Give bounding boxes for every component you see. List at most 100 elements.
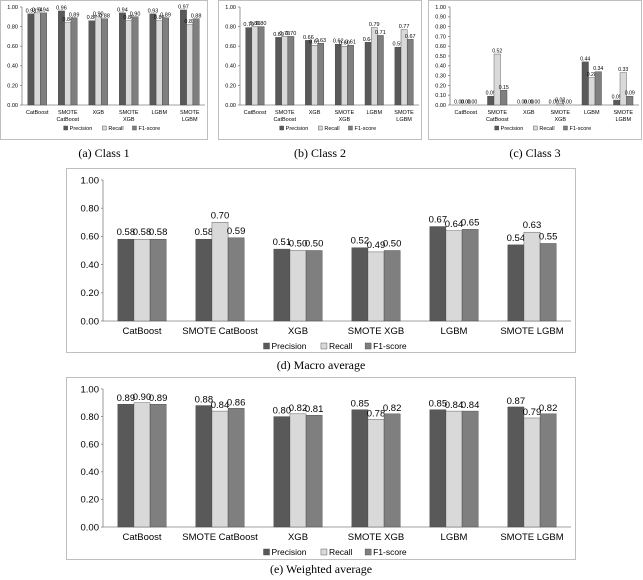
bar-recall [370, 27, 378, 106]
y-tick-label: 0.80 [435, 25, 446, 31]
y-tick-label: 0.60 [81, 232, 100, 243]
bar-recall [556, 102, 564, 106]
legend-swatch-recall [320, 342, 328, 350]
category-label: SMOTE [119, 110, 139, 116]
data-label: 0.00 [549, 100, 559, 106]
data-label: 0.85 [429, 399, 448, 410]
bar-f1-score [101, 18, 108, 106]
data-label: 0.87 [507, 396, 526, 407]
data-label: 0.64 [363, 37, 374, 43]
legend-label-f1-score: F1-score [138, 126, 160, 132]
category-label: CatBoost [26, 110, 49, 116]
class-2-chart: 0.000.200.400.600.801.000.790.800.80CatB… [218, 0, 422, 140]
legend-label-precision: Precision [272, 341, 307, 351]
bar-f1-score [70, 17, 78, 106]
bar-precision [581, 61, 589, 106]
data-label: 0.00 [454, 100, 464, 106]
bar-precision [394, 46, 402, 106]
data-label: 0.52 [492, 49, 502, 55]
y-tick-label: 0.00 [7, 103, 18, 109]
category-label: XGB [554, 117, 566, 123]
y-tick-label: 1.00 [225, 5, 236, 11]
data-label: 0.28 [587, 72, 597, 78]
bar-recall [445, 410, 463, 528]
bar-f1-score [40, 12, 47, 106]
data-label: 0.33 [618, 67, 628, 73]
bar-recall [493, 53, 501, 106]
data-label: 0.60 [339, 41, 350, 47]
data-label: 0.70 [279, 31, 290, 37]
data-label: 0.59 [227, 226, 246, 237]
data-label: 0.63 [523, 220, 542, 231]
bar-f1-score [539, 243, 557, 322]
bar-f1-score [377, 35, 384, 106]
y-tick-label: 0.40 [81, 467, 100, 478]
data-label: 0.80 [250, 21, 261, 27]
data-label: 0.77 [399, 24, 410, 30]
weighted-average-chart: 0.00 0.20 0.40 0.60 0.80 1.00 0.890.900.89 CatB… [66, 377, 576, 560]
data-label: 0.49 [367, 240, 386, 251]
data-label: 0.50 [289, 239, 308, 250]
bar-f1-score [461, 410, 479, 528]
bar-precision [273, 248, 291, 322]
data-label: 0.86 [154, 15, 165, 21]
bar-precision [119, 12, 126, 106]
data-label: 0.79 [369, 22, 380, 28]
category-label: LGBM [441, 326, 468, 337]
category-label: SMOTE [613, 110, 633, 116]
data-label: 0.02 [555, 98, 565, 104]
data-label: 0.05 [612, 95, 622, 101]
data-label: 0.84 [445, 400, 464, 411]
data-label: 0.00 [467, 100, 477, 106]
data-label: 0.58 [117, 227, 136, 238]
category-label: SMOTE [275, 110, 295, 116]
bar-f1-score [162, 17, 169, 106]
data-label: 0.00 [530, 100, 540, 106]
legend-label-f1-score: F1-score [373, 341, 407, 351]
legend-swatch-precision [63, 125, 68, 131]
data-label: 0.89 [117, 393, 136, 404]
legend-swatch-recall [320, 548, 328, 556]
bar-precision [507, 406, 525, 528]
category-label: LGBM [584, 110, 600, 116]
bar-precision [429, 226, 447, 322]
bar-recall [133, 239, 151, 322]
class-2-caption: (b) Class 2 [294, 146, 346, 160]
y-tick-label: 0.40 [225, 64, 236, 70]
bar-f1-score [305, 415, 323, 528]
legend-label-recall: Recall [324, 126, 339, 132]
bar-precision [58, 10, 65, 106]
data-label: 0.86 [227, 397, 246, 408]
legend-swatch-recall [102, 125, 107, 131]
y-tick-label: 0.50 [435, 54, 446, 60]
data-label: 0.67 [405, 34, 416, 40]
bar-f1-score [347, 45, 354, 106]
data-label: 0.34 [593, 66, 603, 72]
bar-recall [445, 230, 463, 322]
data-label: 0.61 [345, 40, 356, 46]
y-tick-label: 0.80 [81, 204, 100, 215]
bar-f1-score [383, 250, 401, 322]
bar-recall [341, 46, 348, 106]
category-label: XGB [339, 117, 351, 123]
bar-precision [507, 244, 525, 322]
y-tick-label: 0.00 [81, 316, 100, 327]
macro-average-chart: 0.000.200.400.600.801.000.580.580.58CatB… [66, 168, 576, 353]
legend-swatch-precision [263, 548, 270, 556]
y-tick-label: 0.80 [225, 25, 236, 31]
data-label: 0.89 [160, 12, 171, 18]
legend-swatch-f1-score [563, 125, 568, 131]
category-label: SMOTE LGBM [500, 532, 563, 543]
bar-recall [523, 231, 541, 322]
legend-swatch-f1-score [364, 548, 372, 556]
class-3-chart: 0.00 0.10 0.20 0.30 0.40 0.50 0.60 0.70 0.80 0.90… [428, 0, 642, 140]
category-label: SMOTE [335, 110, 355, 116]
data-label: 0.51 [273, 237, 292, 248]
legend-swatch-recall [533, 125, 538, 131]
data-label: 0.65 [461, 217, 480, 228]
data-label: 0.70 [211, 210, 230, 221]
data-label: 0.90 [130, 11, 141, 17]
legend-label-recall: Recall [108, 126, 123, 132]
data-label: 0.50 [383, 239, 402, 250]
category-label: CatBoost [454, 110, 477, 116]
